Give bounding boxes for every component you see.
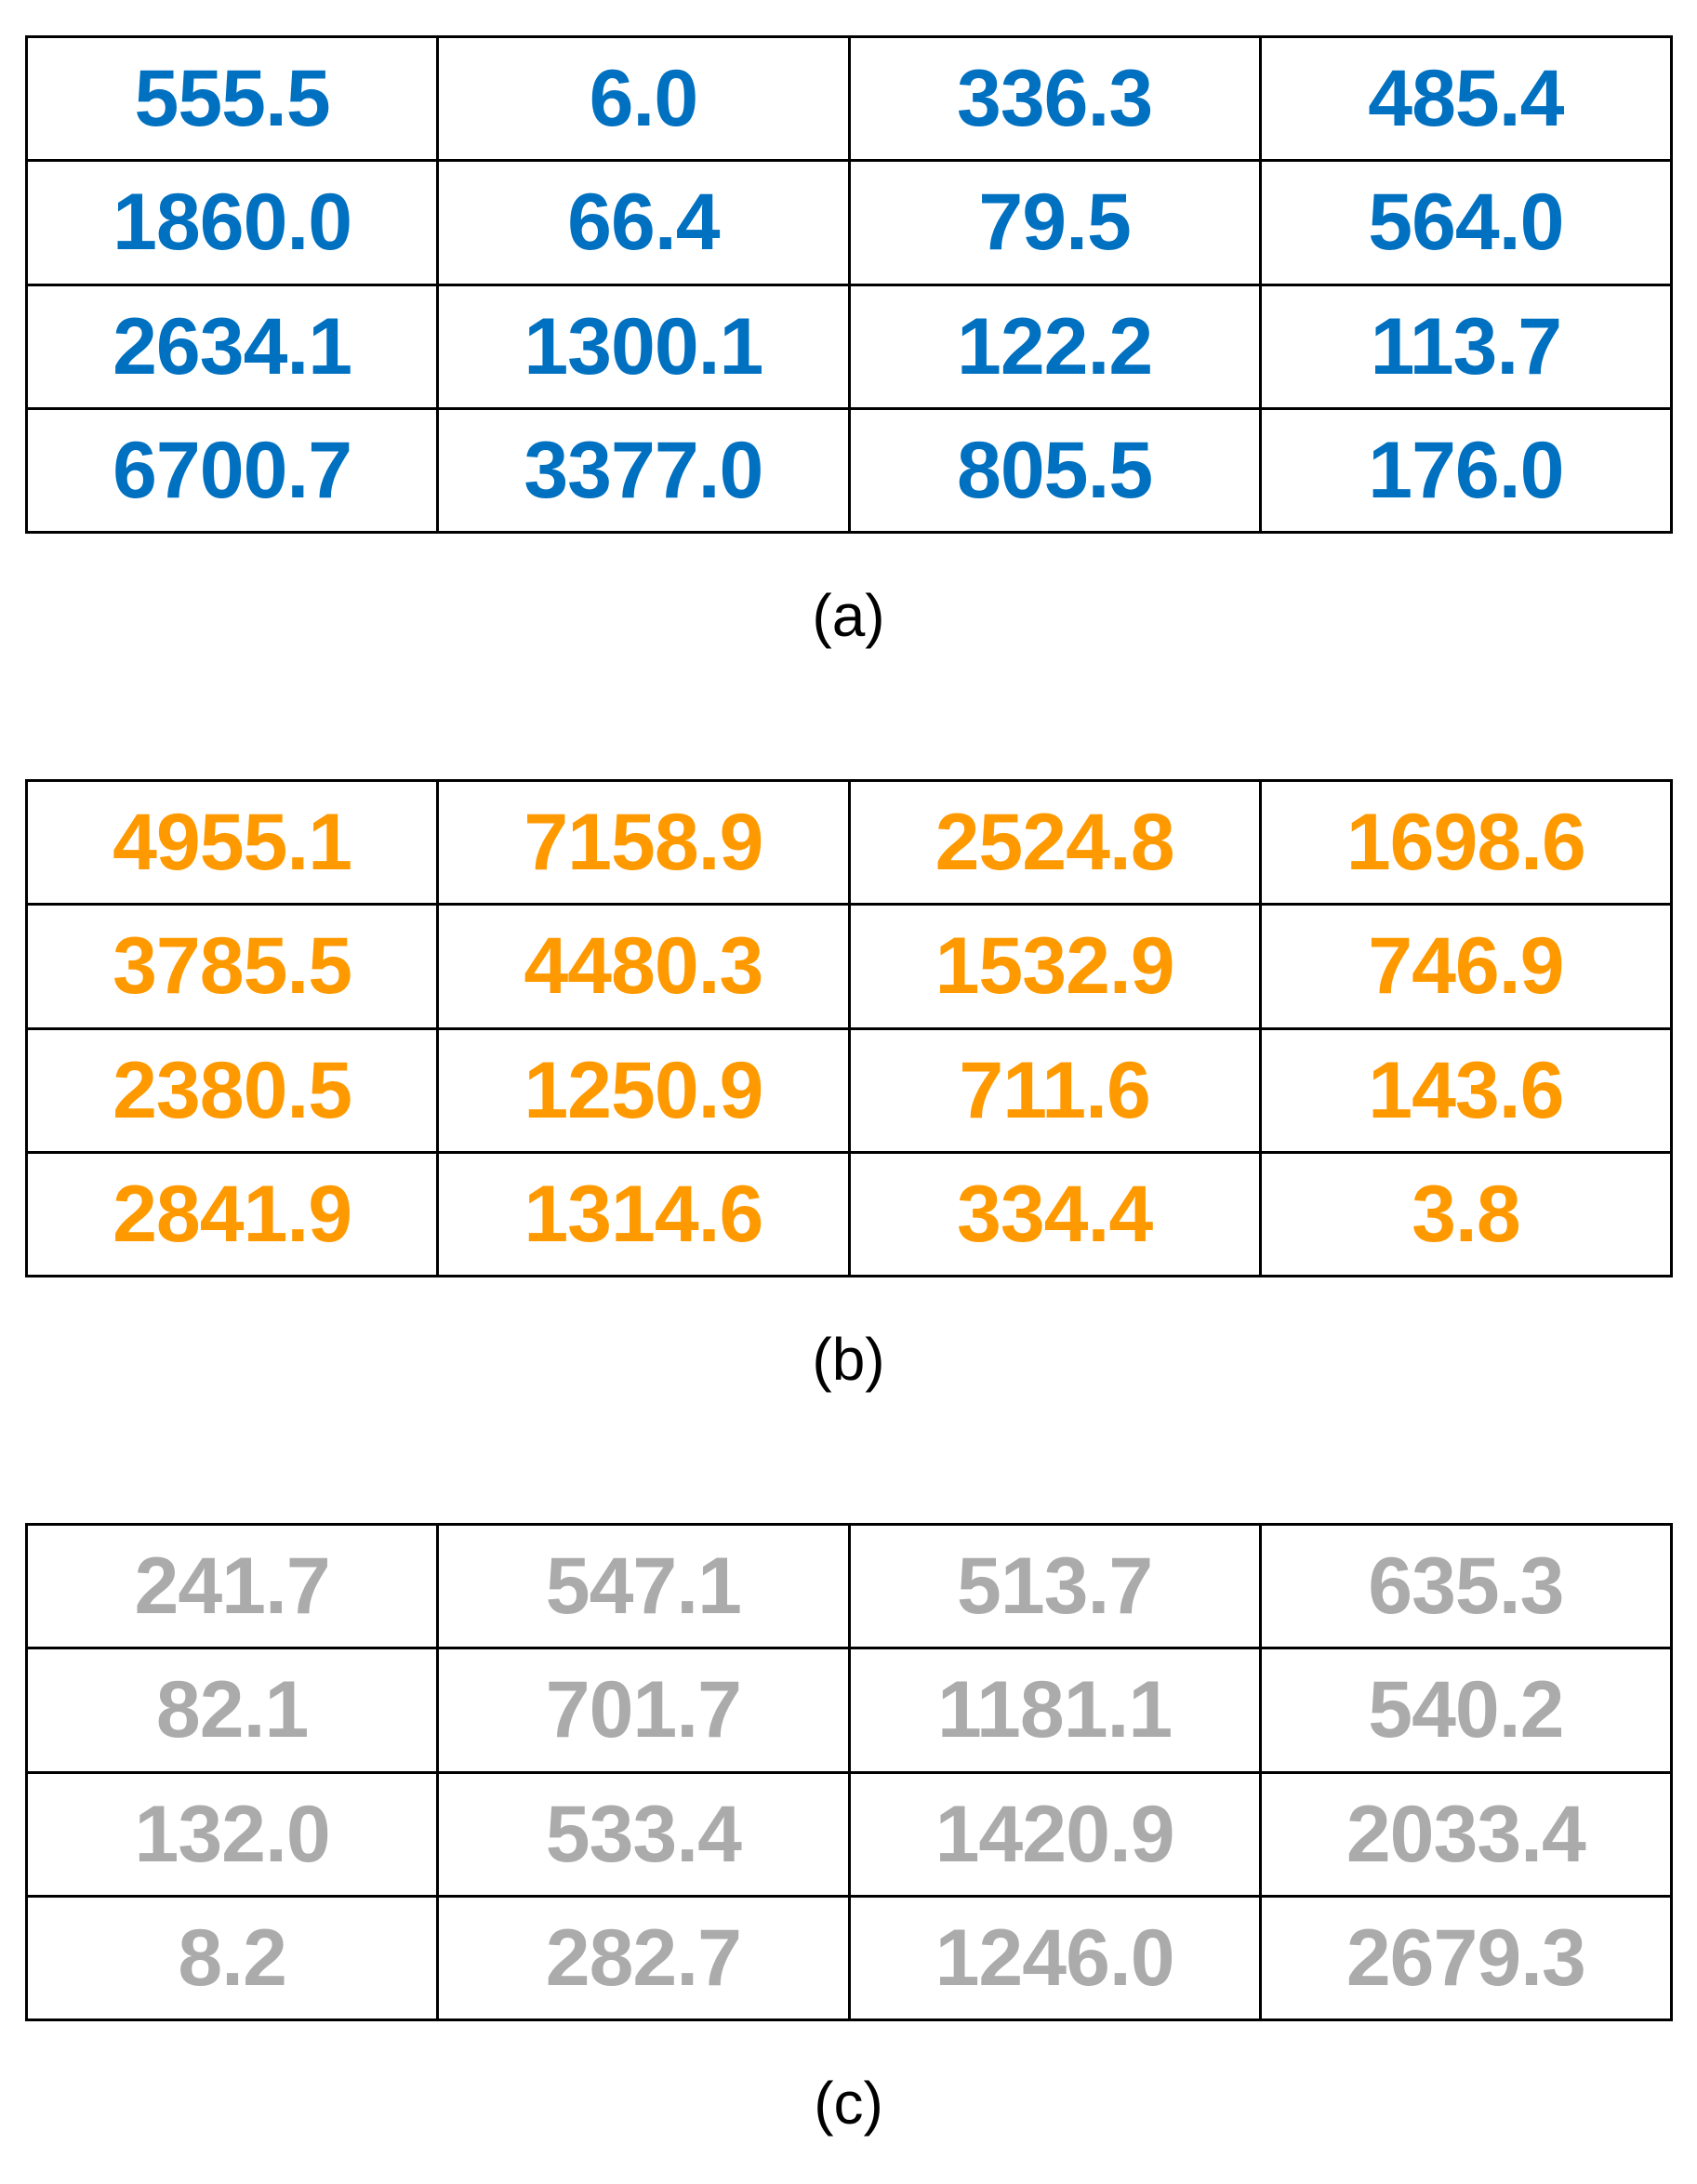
table-cell: 3.8 xyxy=(1258,1150,1674,1278)
table-cell: 1246.0 xyxy=(847,1894,1262,2022)
panel-caption-c: (c) xyxy=(814,2070,883,2137)
table-row: 82.1 701.7 1181.1 540.2 xyxy=(24,1647,1674,1774)
table-row: 4955.1 7158.9 2524.8 1698.6 xyxy=(24,778,1674,907)
table-cell: 513.7 xyxy=(847,1522,1262,1650)
table-row: 2380.5 1250.9 711.6 143.6 xyxy=(24,1026,1674,1154)
table-row: 2634.1 1300.1 122.2 113.7 xyxy=(24,283,1674,410)
table-cell: 1420.9 xyxy=(847,1770,1262,1898)
value-table-a: 555.5 6.0 336.3 485.4 1860.0 66.4 79.5 564.0 263… xyxy=(24,34,1674,535)
table-cell: 805.5 xyxy=(847,406,1262,535)
table-cell: 122.2 xyxy=(847,283,1262,410)
table-cell: 66.4 xyxy=(436,159,851,286)
table-row: 1860.0 66.4 79.5 564.0 xyxy=(24,159,1674,286)
table-cell: 1314.6 xyxy=(436,1150,851,1278)
table-row: 555.5 6.0 336.3 485.4 xyxy=(24,34,1674,163)
table-cell: 555.5 xyxy=(24,34,440,163)
table-cell: 6.0 xyxy=(436,34,851,163)
table-cell: 282.7 xyxy=(436,1894,851,2022)
table-cell: 7158.9 xyxy=(436,778,851,907)
table-cell: 2524.8 xyxy=(847,778,1262,907)
table-cell: 3785.5 xyxy=(24,903,440,1030)
panel-caption-b: (b) xyxy=(812,1326,885,1393)
table-cell: 241.7 xyxy=(24,1522,440,1650)
table-cell: 4955.1 xyxy=(24,778,440,907)
table-cell: 1181.1 xyxy=(847,1647,1262,1774)
table-cell: 2679.3 xyxy=(1258,1894,1674,2022)
table-cell: 547.1 xyxy=(436,1522,851,1650)
table-cell: 485.4 xyxy=(1258,34,1674,163)
table-cell: 82.1 xyxy=(24,1647,440,1774)
table-cell: 533.4 xyxy=(436,1770,851,1898)
table-row: 2841.9 1314.6 334.4 3.8 xyxy=(24,1150,1674,1278)
table-cell: 1698.6 xyxy=(1258,778,1674,907)
table-cell: 540.2 xyxy=(1258,1647,1674,1774)
table-cell: 6700.7 xyxy=(24,406,440,535)
table-cell: 4480.3 xyxy=(436,903,851,1030)
table-cell: 635.3 xyxy=(1258,1522,1674,1650)
table-cell: 79.5 xyxy=(847,159,1262,286)
table-cell: 113.7 xyxy=(1258,283,1674,410)
table-cell: 2841.9 xyxy=(24,1150,440,1278)
table-cell: 564.0 xyxy=(1258,159,1674,286)
table-cell: 1532.9 xyxy=(847,903,1262,1030)
panel-caption-a: (a) xyxy=(812,582,885,649)
table-row: 3785.5 4480.3 1532.9 746.9 xyxy=(24,903,1674,1030)
table-cell: 2634.1 xyxy=(24,283,440,410)
table-cell: 1860.0 xyxy=(24,159,440,286)
table-cell: 8.2 xyxy=(24,1894,440,2022)
table-cell: 1300.1 xyxy=(436,283,851,410)
value-table-b: 4955.1 7158.9 2524.8 1698.6 3785.5 4480.3 1532… xyxy=(24,778,1674,1278)
table-row: 8.2 282.7 1246.0 2679.3 xyxy=(24,1894,1674,2022)
table-cell: 1250.9 xyxy=(436,1026,851,1154)
table-cell: 336.3 xyxy=(847,34,1262,163)
table-cell: 176.0 xyxy=(1258,406,1674,535)
table-row: 241.7 547.1 513.7 635.3 xyxy=(24,1522,1674,1650)
value-table-c: 241.7 547.1 513.7 635.3 82.1 701.7 1181.1 540.2… xyxy=(24,1522,1674,2022)
table-row: 6700.7 3377.0 805.5 176.0 xyxy=(24,406,1674,535)
table-cell: 701.7 xyxy=(436,1647,851,1774)
table-cell: 334.4 xyxy=(847,1150,1262,1278)
table-cell: 132.0 xyxy=(24,1770,440,1898)
table-cell: 746.9 xyxy=(1258,903,1674,1030)
table-cell: 143.6 xyxy=(1258,1026,1674,1154)
table-cell: 711.6 xyxy=(847,1026,1262,1154)
table-row: 132.0 533.4 1420.9 2033.4 xyxy=(24,1770,1674,1898)
table-cell: 2380.5 xyxy=(24,1026,440,1154)
table-cell: 3377.0 xyxy=(436,406,851,535)
table-cell: 2033.4 xyxy=(1258,1770,1674,1898)
